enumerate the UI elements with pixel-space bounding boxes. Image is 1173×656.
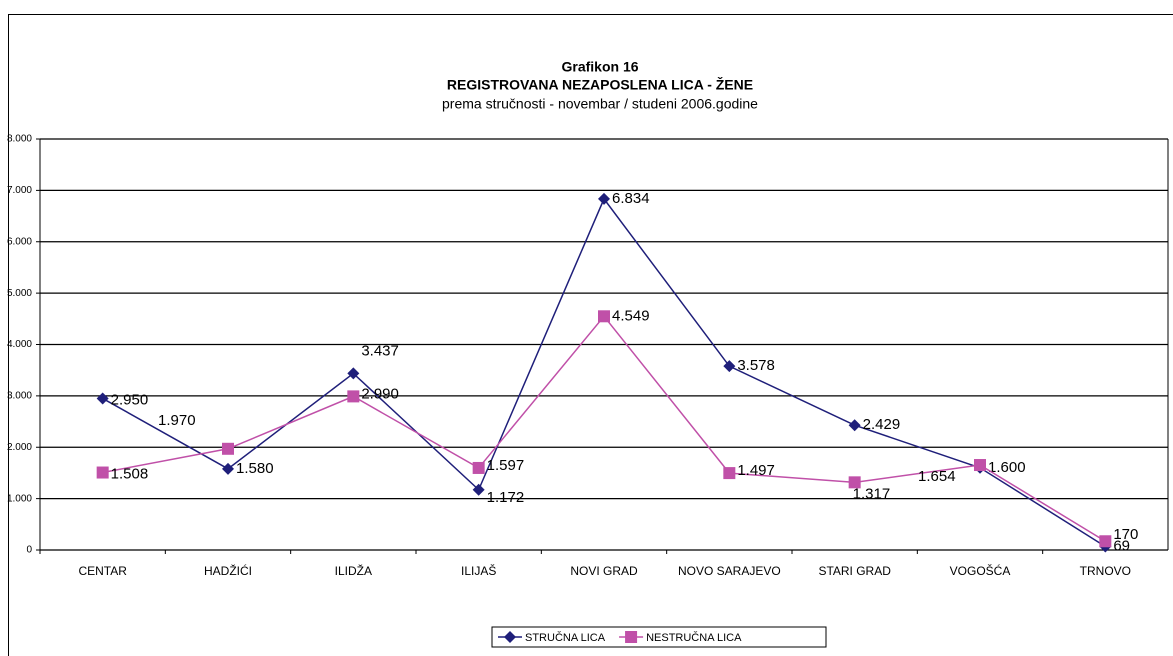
legend-label: NESTRUČNA LICA: [646, 631, 742, 644]
data-label: 1.172: [487, 489, 525, 506]
y-tick-label: 4.000: [7, 339, 32, 350]
point: [96, 466, 109, 479]
data-label: 2.429: [863, 416, 901, 433]
point: [222, 462, 234, 475]
point: [472, 461, 485, 474]
point: [848, 476, 861, 489]
x-tick-label: NOVO SARAJEVO: [678, 564, 781, 578]
point: [222, 442, 234, 455]
point: [1099, 535, 1112, 548]
chart-subtitle: prema stručnosti - novembar / studeni 20…: [442, 96, 758, 112]
point: [472, 483, 485, 496]
data-label: 1.508: [111, 465, 149, 482]
point: [598, 192, 610, 205]
point: [96, 392, 109, 405]
data-label: 1.317: [853, 485, 891, 502]
y-tick-label: 2.000: [7, 442, 32, 453]
chart-title: Grafikon 16: [561, 59, 638, 75]
point: [974, 459, 986, 472]
point: [347, 390, 360, 403]
point: [598, 310, 610, 323]
y-tick-label: 5.000: [7, 288, 32, 299]
data-label: 1.970: [158, 412, 196, 429]
chart-subtitle: REGISTROVANA NEZAPOSLENA LICA - ŽENE: [447, 76, 753, 93]
data-label: 1.600: [988, 459, 1026, 476]
y-tick-label: 1.000: [7, 493, 32, 504]
chart-frame: [8, 14, 1173, 656]
data-label: 170: [1113, 526, 1138, 543]
x-tick-label: ILIDŽA: [335, 563, 372, 578]
x-tick-label: STARI GRAD: [818, 564, 891, 578]
data-label: 4.549: [612, 307, 650, 324]
x-tick-label: ILIJAŠ: [461, 563, 496, 578]
y-tick-label: 3.000: [7, 391, 32, 402]
legend-label: STRUČNA LICA: [525, 631, 606, 644]
data-label: 1.654: [918, 468, 956, 485]
y-tick-label: 8.000: [7, 134, 32, 145]
point: [848, 419, 861, 432]
point: [723, 360, 736, 373]
data-label: 2.950: [111, 391, 149, 408]
legend-box: [491, 626, 827, 648]
point: [504, 631, 516, 643]
data-label: 3.578: [737, 357, 775, 374]
data-label: 6.834: [612, 190, 650, 207]
data-label: 1.597: [487, 457, 525, 474]
x-tick-label: TRNOVO: [1080, 564, 1131, 578]
x-tick-label: VOGOŠĆA: [950, 563, 1011, 578]
x-tick-label: CENTAR: [78, 564, 127, 578]
y-tick-label: 6.000: [7, 236, 32, 247]
data-label: 1.497: [737, 462, 775, 479]
y-tick-label: 7.000: [7, 185, 32, 196]
data-label: 2.990: [361, 385, 399, 402]
point: [723, 467, 736, 480]
data-label: 1.580: [236, 460, 274, 477]
x-tick-label: NOVI GRAD: [570, 564, 638, 578]
y-tick-label: 0: [26, 545, 32, 556]
data-label: 3.437: [361, 342, 399, 359]
point: [347, 367, 360, 380]
data-label: 69: [1113, 537, 1130, 554]
point: [625, 631, 638, 643]
x-tick-label: HADŽIĆI: [204, 563, 252, 578]
